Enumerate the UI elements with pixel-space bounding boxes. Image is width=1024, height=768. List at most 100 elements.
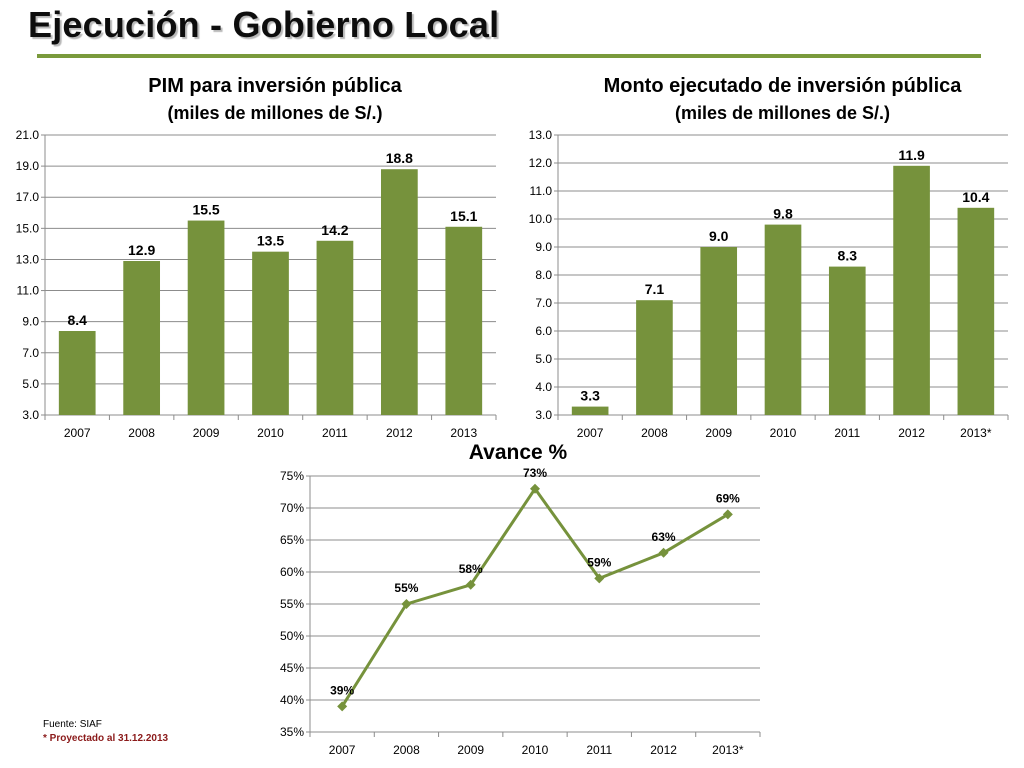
y-tick-label: 55% <box>280 597 304 611</box>
y-tick-label: 10.0 <box>529 212 553 226</box>
y-tick-label: 21.0 <box>16 128 40 142</box>
bar <box>700 247 738 415</box>
x-tick-label: 2013* <box>960 426 992 440</box>
x-tick-label: 2010 <box>257 426 284 440</box>
pim-chart-subtitle: (miles de millones de S/.) <box>167 103 383 123</box>
y-tick-label: 13.0 <box>16 252 40 266</box>
x-tick-label: 2008 <box>393 743 420 757</box>
y-tick-label: 7.0 <box>22 346 39 360</box>
x-tick-label: 2011 <box>322 426 348 440</box>
series-line <box>340 487 729 708</box>
y-tick-label: 11.0 <box>530 184 553 198</box>
x-tick-label: 2008 <box>128 426 155 440</box>
y-tick-label: 75% <box>280 469 304 483</box>
bar <box>957 207 995 415</box>
y-tick-label: 11.0 <box>17 284 40 298</box>
y-tick-label: 9.0 <box>22 315 39 329</box>
data-label: 58% <box>459 562 483 576</box>
pim-chart-title-main: PIM para inversión pública <box>148 75 402 97</box>
y-tick-label: 5.0 <box>22 377 39 391</box>
y-tick-label: 65% <box>280 533 304 547</box>
x-tick-label: 2010 <box>522 743 549 757</box>
data-point <box>337 701 348 712</box>
data-label: 69% <box>716 491 740 505</box>
y-tick-label: 3.0 <box>22 408 39 422</box>
x-tick-label: 2011 <box>586 743 612 757</box>
bar <box>58 331 96 415</box>
x-tick-label: 2012 <box>898 426 925 440</box>
bar <box>445 226 483 415</box>
slide-title: Ejecución - Gobierno Local <box>28 4 500 45</box>
x-tick-label: 2012 <box>650 743 677 757</box>
projection-note: * Proyectado al 31.12.2013 <box>43 733 169 744</box>
bar <box>187 220 225 415</box>
x-tick-label: 2009 <box>193 426 220 440</box>
pim-chart-title: PIM para inversión pública (miles de mil… <box>30 72 520 126</box>
data-label: 8.3 <box>838 248 858 264</box>
data-label: 10.4 <box>962 189 989 205</box>
data-point <box>465 579 476 590</box>
x-tick-label: 2009 <box>705 426 732 440</box>
data-label: 7.1 <box>645 281 665 297</box>
data-label: 3.3 <box>580 388 600 404</box>
y-tick-label: 60% <box>280 565 304 579</box>
data-label: 39% <box>330 683 354 697</box>
x-tick-label: 2008 <box>641 426 668 440</box>
x-tick-label: 2007 <box>64 426 91 440</box>
data-label: 15.5 <box>192 202 219 218</box>
x-tick-label: 2009 <box>457 743 484 757</box>
monto-chart-title-main: Monto ejecutado de inversión pública <box>603 75 962 97</box>
y-tick-label: 12.0 <box>529 156 553 170</box>
data-label: 13.5 <box>257 233 284 249</box>
data-label: 18.8 <box>386 150 413 166</box>
title-divider <box>37 54 981 58</box>
x-tick-label: 2010 <box>770 426 797 440</box>
data-label: 59% <box>587 555 611 569</box>
data-label: 63% <box>652 530 676 544</box>
bar <box>764 224 802 415</box>
monto-chart-title: Monto ejecutado de inversión pública (mi… <box>530 72 1024 126</box>
data-label: 12.9 <box>128 242 155 258</box>
data-label: 9.0 <box>709 228 729 244</box>
x-tick-label: 2012 <box>386 426 413 440</box>
y-tick-label: 5.0 <box>535 352 552 366</box>
bar <box>380 169 418 415</box>
data-label: 14.2 <box>321 222 348 238</box>
x-tick-label: 2013 <box>450 426 477 440</box>
bar <box>828 266 866 415</box>
y-tick-label: 3.0 <box>535 408 552 422</box>
x-tick-label: 2007 <box>329 743 356 757</box>
x-tick-label: 2007 <box>577 426 604 440</box>
bar <box>636 300 673 415</box>
source-note: Fuente: SIAF * Proyectado al 31.12.2013 <box>43 718 168 746</box>
bar <box>252 251 289 415</box>
data-point <box>722 509 733 520</box>
bar <box>123 261 161 415</box>
data-label: 73% <box>523 466 547 480</box>
y-tick-label: 50% <box>280 629 304 643</box>
data-label: 8.4 <box>67 312 87 328</box>
data-point <box>530 483 540 494</box>
y-tick-label: 19.0 <box>16 159 40 173</box>
bar <box>571 406 609 415</box>
y-tick-label: 70% <box>280 501 304 515</box>
y-tick-label: 8.0 <box>535 268 552 282</box>
y-tick-label: 13.0 <box>529 128 553 142</box>
monto-chart-subtitle: (miles de millones de S/.) <box>674 103 891 123</box>
y-tick-label: 45% <box>280 661 304 675</box>
x-tick-label: 2013* <box>712 743 744 757</box>
y-tick-label: 17.0 <box>16 190 40 204</box>
y-tick-label: 15.0 <box>16 221 40 235</box>
bar <box>316 240 354 415</box>
bar <box>893 165 930 415</box>
data-label: 55% <box>394 581 418 595</box>
y-tick-label: 35% <box>280 725 304 739</box>
y-tick-label: 6.0 <box>535 324 552 338</box>
data-label: 15.1 <box>450 208 477 224</box>
data-point <box>401 599 412 609</box>
data-label: 9.8 <box>773 206 793 222</box>
source-text: Fuente: SIAF <box>43 719 102 730</box>
data-point <box>658 547 669 558</box>
